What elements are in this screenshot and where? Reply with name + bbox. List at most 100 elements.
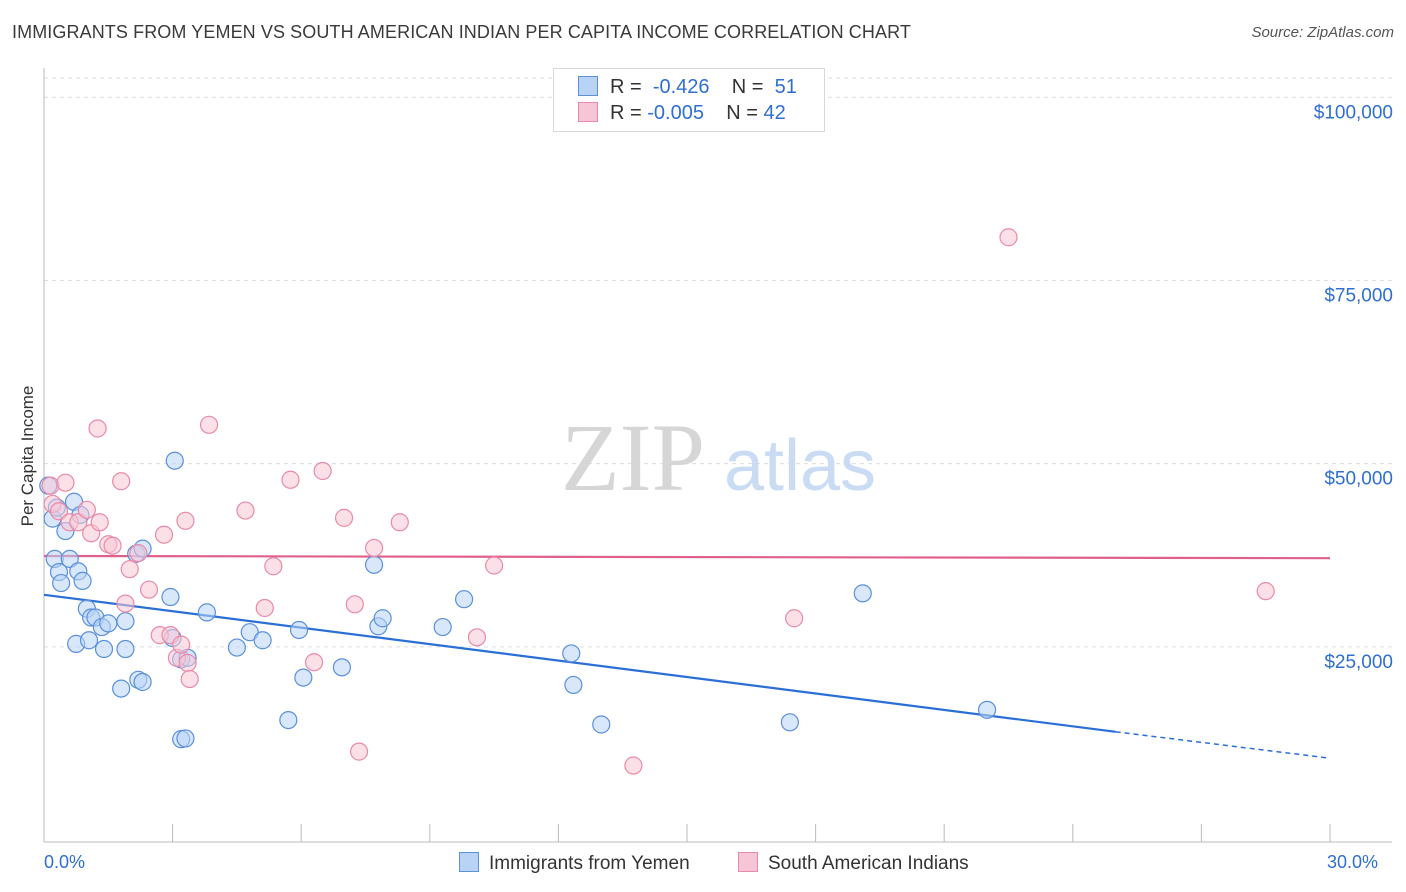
bottom-legend-sa-indians: South American Indians	[738, 852, 969, 875]
point-yemen	[112, 679, 131, 698]
point-yemen	[197, 603, 216, 622]
point-sa-indians	[785, 609, 804, 628]
y-tick-label: $25,000	[1324, 652, 1393, 673]
legend-row-yemen: R = -0.426 N = 51	[578, 76, 797, 100]
point-yemen	[116, 612, 135, 631]
point-yemen	[433, 617, 452, 637]
point-sa-indians	[120, 560, 139, 579]
y-tick-labels: $25,000 $50,000 $75,000 $100,000	[1314, 102, 1393, 673]
watermark-zip: ZIP	[561, 404, 705, 511]
point-sa-indians	[154, 525, 174, 544]
watermark-atlas: atlas	[724, 426, 876, 506]
trendline-yemen	[43, 593, 1116, 733]
x-tick-max: 30.0%	[1327, 852, 1379, 872]
y-tick-label: $100,000	[1314, 102, 1393, 123]
point-yemen	[454, 590, 474, 609]
point-sa-indians	[334, 508, 354, 527]
trendlines	[43, 554, 1331, 759]
point-yemen	[176, 729, 195, 748]
data-points	[39, 228, 1275, 775]
watermark: ZIP atlas	[561, 404, 876, 511]
point-yemen	[99, 614, 118, 633]
point-sa-indians	[999, 228, 1018, 247]
point-yemen	[853, 584, 872, 603]
point-yemen	[116, 639, 135, 659]
point-yemen	[977, 700, 997, 719]
point-sa-indians	[1256, 582, 1275, 601]
point-yemen	[289, 620, 309, 640]
point-yemen	[73, 571, 92, 590]
point-sa-indians	[485, 556, 504, 575]
legend-r-value: -0.426	[652, 76, 710, 98]
legend-r-label: R =	[610, 76, 642, 98]
point-sa-indians	[103, 536, 122, 555]
point-yemen	[227, 638, 246, 657]
legend-r-label: R =	[610, 102, 642, 124]
point-sa-indians	[313, 461, 332, 481]
point-yemen	[253, 631, 272, 650]
x-tick-min: 0.0%	[44, 852, 86, 872]
point-sa-indians	[90, 513, 109, 532]
point-yemen	[161, 587, 180, 607]
point-yemen	[165, 451, 184, 470]
point-yemen	[60, 549, 79, 569]
point-sa-indians	[180, 669, 199, 689]
point-sa-indians	[467, 628, 487, 647]
point-sa-indians	[264, 557, 283, 576]
point-sa-indians	[349, 742, 369, 761]
point-sa-indians	[112, 472, 131, 491]
y-tick-label: $75,000	[1324, 285, 1393, 306]
point-sa-indians	[255, 598, 274, 618]
legend-r-value: -0.005	[647, 102, 704, 124]
point-yemen	[279, 710, 298, 730]
point-yemen	[133, 672, 152, 692]
point-yemen	[240, 623, 259, 642]
point-sa-indians	[281, 470, 300, 489]
point-sa-indians	[88, 419, 107, 438]
legend-n-value: 42	[763, 102, 786, 124]
axes	[43, 68, 1392, 843]
source-credit: Source: ZipAtlas.com	[1251, 24, 1394, 41]
point-sa-indians	[41, 476, 60, 495]
point-sa-indians	[77, 500, 96, 519]
point-sa-indians	[69, 513, 88, 532]
point-sa-indians	[49, 502, 69, 521]
point-yemen	[79, 631, 99, 650]
point-sa-indians	[390, 513, 409, 532]
point-yemen	[52, 573, 71, 593]
point-sa-indians	[199, 415, 219, 434]
point-sa-indians	[176, 511, 195, 530]
point-yemen	[294, 668, 313, 687]
bottom-legend-yemen: Immigrants from Yemen	[459, 852, 690, 875]
point-sa-indians	[624, 756, 643, 775]
point-sa-indians	[178, 653, 197, 673]
point-sa-indians	[139, 580, 159, 599]
correlation-legend: R = -0.426 N = 51 R = -0.005 N = 42	[553, 68, 825, 132]
point-yemen	[364, 555, 384, 574]
legend-n-label: N =	[726, 102, 758, 124]
point-yemen	[94, 639, 114, 659]
legend-n-value: 51	[774, 76, 797, 98]
point-yemen	[373, 609, 392, 628]
bottom-legend-label: South American Indians	[768, 853, 969, 874]
gridlines	[44, 77, 1392, 648]
legend-n-label: N =	[731, 76, 764, 98]
chart-title: IMMIGRANTS FROM YEMEN VS SOUTH AMERICAN …	[12, 22, 911, 42]
bottom-legend-swatch-pink	[738, 852, 758, 872]
point-sa-indians	[364, 538, 384, 558]
y-tick-label: $50,000	[1324, 469, 1393, 490]
point-yemen	[780, 713, 799, 732]
legend-swatch-blue	[578, 76, 598, 96]
bottom-legend-label: Immigrants from Yemen	[489, 853, 690, 874]
legend-row-sa-indians: R = -0.005 N = 42	[578, 102, 786, 126]
point-sa-indians	[345, 595, 364, 614]
point-yemen	[332, 658, 352, 677]
bottom-legend-swatch-blue	[459, 852, 479, 872]
trendline-yemen-extension	[1115, 731, 1331, 759]
point-yemen	[564, 675, 583, 695]
point-sa-indians	[304, 653, 324, 672]
point-sa-indians	[172, 635, 191, 654]
point-yemen	[562, 644, 581, 663]
point-sa-indians	[116, 594, 135, 613]
